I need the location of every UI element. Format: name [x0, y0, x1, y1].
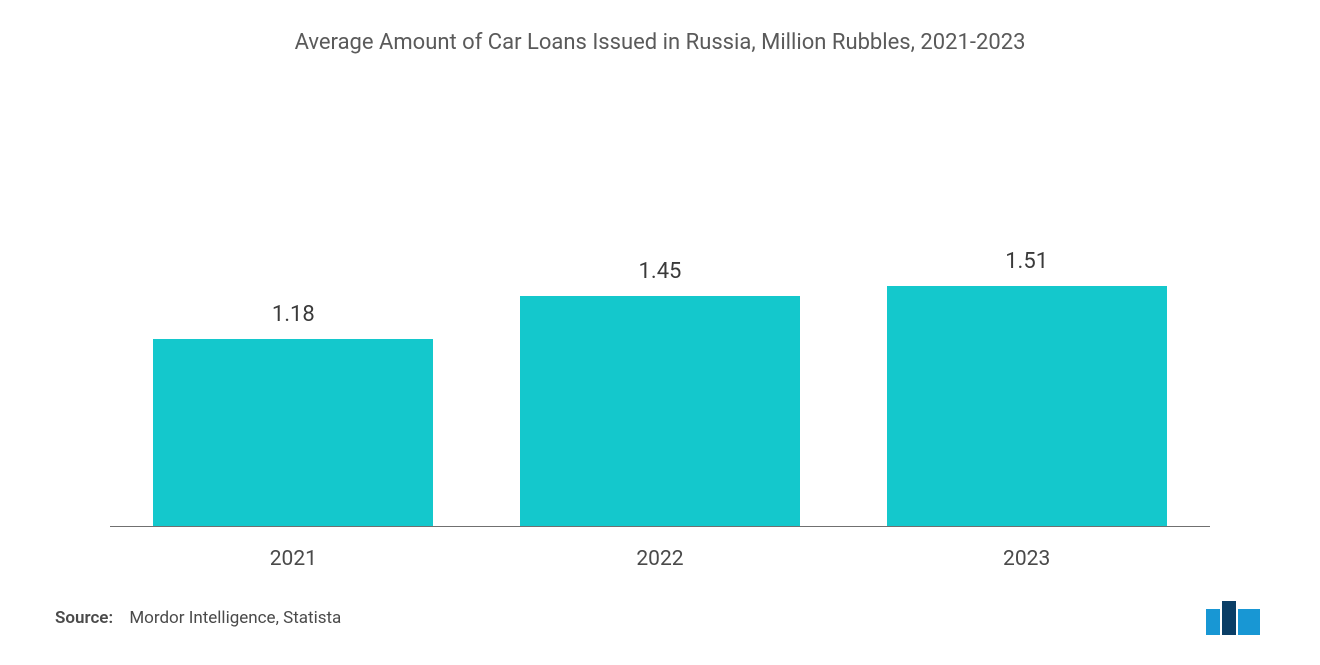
- source-text: Source: Mordor Intelligence, Statista: [55, 608, 341, 628]
- footer-row: Source: Mordor Intelligence, Statista: [50, 571, 1270, 645]
- bar-group-2: 1.51: [887, 249, 1167, 526]
- chart-plot-area: 1.18 1.45 1.51: [50, 75, 1270, 526]
- source-label: Source:: [55, 608, 113, 628]
- mordor-logo-icon: [1206, 601, 1260, 635]
- x-label-0: 2021: [153, 547, 433, 571]
- x-axis-labels: 2021 2022 2023: [50, 527, 1270, 571]
- chart-title: Average Amount of Car Loans Issued in Ru…: [50, 30, 1270, 55]
- chart-container: Average Amount of Car Loans Issued in Ru…: [0, 0, 1320, 665]
- bar-1: [520, 296, 800, 526]
- bar-2: [887, 286, 1167, 526]
- logo-bar-1: [1206, 609, 1220, 635]
- bar-value-label-0: 1.18: [272, 302, 315, 327]
- logo-bar-2: [1222, 601, 1236, 635]
- bar-value-label-1: 1.45: [639, 259, 682, 284]
- bar-group-0: 1.18: [153, 302, 433, 526]
- source-value: Mordor Intelligence, Statista: [129, 608, 341, 628]
- x-label-2: 2023: [887, 547, 1167, 571]
- logo-bar-3: [1238, 609, 1260, 635]
- bar-0: [153, 339, 433, 526]
- x-label-1: 2022: [520, 547, 800, 571]
- bar-value-label-2: 1.51: [1005, 249, 1048, 274]
- bar-group-1: 1.45: [520, 259, 800, 526]
